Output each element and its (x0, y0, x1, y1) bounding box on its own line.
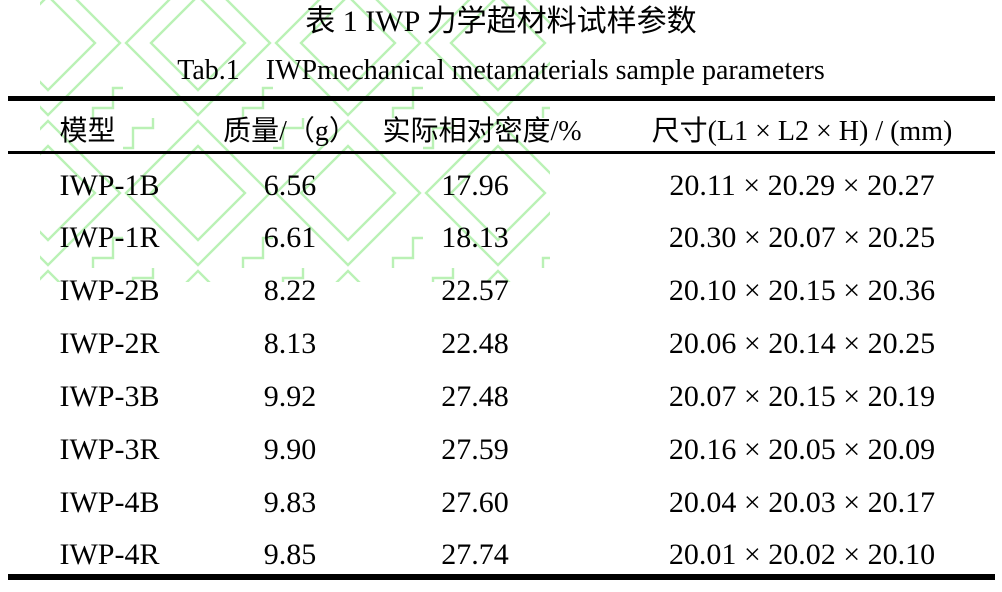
table-row: IWP-2R 8.13 22.48 20.06 × 20.14 × 20.25 (8, 312, 995, 365)
cell-relative-density: 22.48 (441, 327, 509, 360)
cell-relative-density: 27.60 (441, 486, 509, 519)
table-row: IWP-3B 9.92 27.48 20.07 × 20.15 × 20.19 (8, 365, 995, 418)
cell-mass: 8.13 (263, 327, 317, 360)
parameters-table: 模型 质量/（g） 实际相对密度/% 尺寸(L1 × L2 × H) / (mm… (7, 96, 995, 580)
cell-size: 20.30 × 20.07 × 20.25 (668, 221, 936, 254)
cell-size: 20.10 × 20.15 × 20.36 (668, 274, 936, 307)
table-body: IWP-1B 6.56 17.96 20.11 × 20.29 × 20.27 … (8, 153, 995, 577)
cell-model: IWP-2B (59, 274, 160, 307)
table-block: 表 1 IWP 力学超材料试样参数 Tab.1 IWPmechanical met… (0, 4, 1002, 580)
cell-model: IWP-2R (59, 327, 160, 360)
table-row: IWP-1B 6.56 17.96 20.11 × 20.29 × 20.27 (8, 153, 995, 206)
table-row: IWP-1R 6.61 18.13 20.30 × 20.07 × 20.25 (8, 206, 995, 259)
cell-size: 20.07 × 20.15 × 20.19 (668, 380, 936, 413)
cell-size: 20.06 × 20.14 × 20.25 (668, 327, 936, 360)
cell-relative-density: 22.57 (441, 274, 509, 307)
cell-size: 20.04 × 20.03 × 20.17 (668, 486, 936, 519)
cell-mass: 9.92 (263, 380, 317, 413)
table-caption-en-text: IWPmechanical metamaterials sample param… (265, 55, 825, 86)
cell-model: IWP-1R (59, 221, 160, 254)
table-caption-zh: 表 1 IWP 力学超材料试样参数 (305, 5, 697, 38)
cell-size: 20.01 × 20.02 × 20.10 (668, 537, 936, 571)
column-header-mass: 质量/（g） (197, 98, 383, 154)
cell-mass: 6.56 (263, 168, 317, 202)
cell-model: IWP-3R (59, 433, 160, 466)
cell-model: IWP-1B (59, 168, 160, 202)
cell-size: 20.16 × 20.05 × 20.09 (668, 433, 936, 466)
cell-mass: 9.85 (263, 537, 317, 571)
cell-mass: 6.61 (263, 221, 317, 254)
cell-model: IWP-4B (59, 486, 160, 519)
cell-model: IWP-3B (59, 380, 160, 413)
cell-mass: 8.22 (263, 274, 317, 307)
table-row: IWP-3R 9.90 27.59 20.16 × 20.05 × 20.09 (8, 418, 995, 471)
table-row: IWP-2B 8.22 22.57 20.10 × 20.15 × 20.36 (8, 259, 995, 312)
table-caption-en-label: Tab.1 (177, 55, 240, 86)
table-caption-en: Tab.1 IWPmechanical metamaterials sample … (0, 54, 1002, 88)
table-row: IWP-4B 9.83 27.60 20.04 × 20.03 × 20.17 (8, 471, 995, 524)
cell-relative-density: 18.13 (441, 221, 509, 254)
cell-size: 20.11 × 20.29 × 20.27 (669, 168, 935, 202)
table-row: IWP-4R 9.85 27.74 20.01 × 20.02 × 20.10 (8, 524, 995, 577)
cell-relative-density: 27.59 (441, 433, 509, 466)
cell-relative-density: 27.74 (441, 537, 509, 571)
column-header-model: 模型 (7, 98, 198, 154)
cell-model: IWP-4R (59, 537, 160, 571)
table-header: 模型 质量/（g） 实际相对密度/% 尺寸(L1 × L2 × H) / (mm… (7, 98, 995, 154)
cell-mass: 9.83 (263, 486, 317, 519)
header-row: 模型 质量/（g） 实际相对密度/% 尺寸(L1 × L2 × H) / (mm… (7, 98, 995, 154)
column-header-relative-density: 实际相对密度/% (382, 98, 582, 154)
cell-mass: 9.90 (263, 433, 317, 466)
cell-relative-density: 17.96 (441, 168, 509, 202)
column-header-size: 尺寸(L1 × L2 × H) / (mm) (567, 98, 995, 154)
cell-relative-density: 27.48 (441, 380, 509, 413)
